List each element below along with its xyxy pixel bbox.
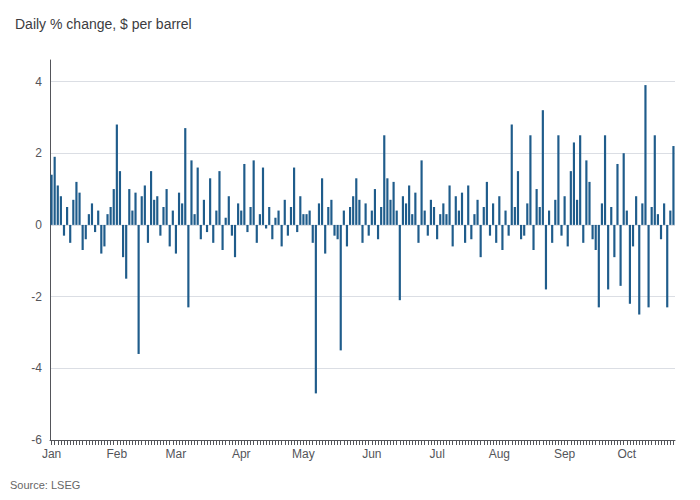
svg-text:Jun: Jun xyxy=(362,447,381,461)
svg-text:Apr: Apr xyxy=(232,447,251,461)
svg-text:-2: -2 xyxy=(31,290,42,304)
svg-text:0: 0 xyxy=(35,218,42,232)
svg-text:Aug: Aug xyxy=(489,447,510,461)
svg-text:2: 2 xyxy=(35,146,42,160)
svg-text:Feb: Feb xyxy=(107,447,128,461)
svg-text:4: 4 xyxy=(35,75,42,89)
svg-text:-4: -4 xyxy=(31,361,42,375)
svg-text:Jul: Jul xyxy=(429,447,444,461)
svg-text:Mar: Mar xyxy=(166,447,187,461)
svg-text:Sep: Sep xyxy=(554,447,576,461)
svg-text:Oct: Oct xyxy=(617,447,636,461)
svg-text:-6: -6 xyxy=(31,433,42,447)
svg-text:Jan: Jan xyxy=(42,447,61,461)
svg-text:Source: LSEG: Source: LSEG xyxy=(10,479,80,491)
svg-text:May: May xyxy=(292,447,315,461)
svg-text:Daily % change, $ per barrel: Daily % change, $ per barrel xyxy=(15,16,192,32)
